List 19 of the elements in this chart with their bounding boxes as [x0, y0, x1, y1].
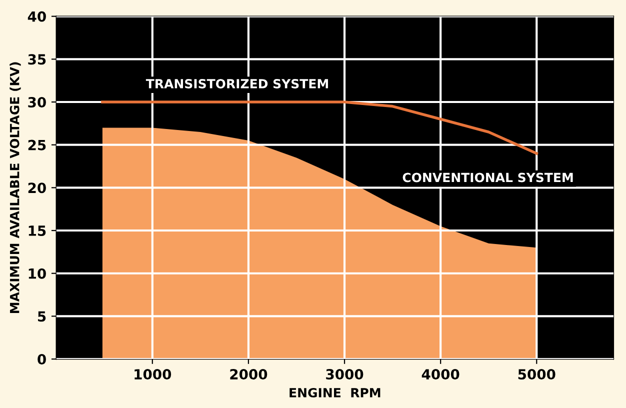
y-tick-label: 30	[28, 96, 46, 108]
y-tick-label: 15	[28, 226, 46, 236]
x-tick-label: 1000	[134, 369, 172, 380]
x-axis-title: ENGINE RPM	[290, 388, 380, 398]
y-axis-title: MAXIMUM AVAILABLE VOLTAGE (KV)	[10, 62, 21, 313]
series-label: TRANSISTORIZED SYSTEM	[146, 78, 328, 88]
y-tick-label: 10	[28, 268, 46, 279]
y-tick-label: 0	[38, 354, 46, 365]
x-tick-label: 5000	[518, 369, 556, 380]
y-tick-label: 20	[28, 182, 46, 194]
series-label: CONVENTIONAL SYSTEM	[402, 172, 573, 182]
y-tick-label: 35	[28, 54, 46, 65]
y-tick-label: 25	[28, 140, 46, 150]
y-tick-label: 5	[38, 311, 46, 322]
x-tick-label: 2000	[230, 369, 268, 380]
x-tick-label: 3000	[326, 369, 364, 380]
line-series	[101, 100, 538, 155]
x-tick-label: 4000	[422, 369, 460, 380]
y-tick-label: 40	[28, 11, 46, 22]
